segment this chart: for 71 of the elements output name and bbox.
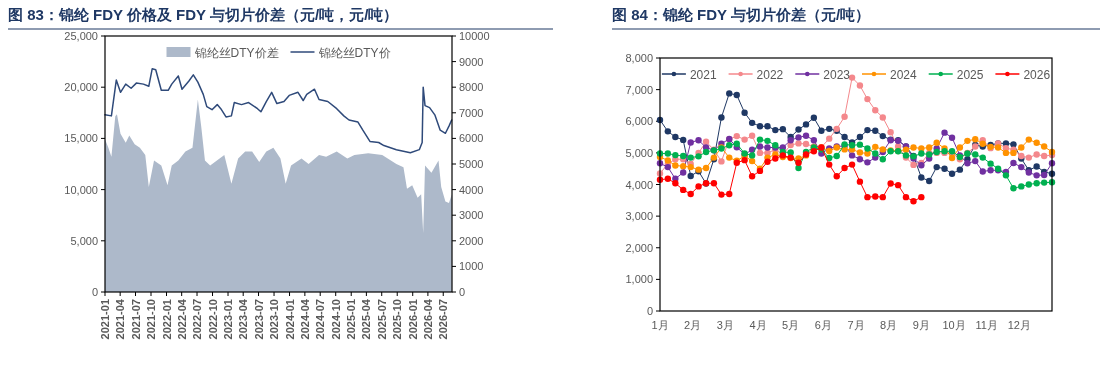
x-tick-label: 2022-07 [191, 299, 204, 340]
x-tick-label: 2025-10 [391, 299, 404, 340]
y-tick-label: 25,000 [64, 30, 98, 42]
y2-tick-label: 3000 [459, 209, 484, 222]
x-tick-label: 10月 [942, 319, 966, 331]
x-tick-label: 4月 [749, 319, 767, 331]
y-tick-label: 5,000 [625, 146, 653, 159]
x-tick-label: 2022-10 [206, 299, 219, 340]
x-tick-label: 2月 [684, 319, 702, 331]
y2-tick-label: 5000 [459, 158, 484, 170]
y-tick-label: 0 [646, 305, 653, 317]
x-tick-label: 2021-10 [145, 299, 158, 340]
x-tick-label: 12月 [1007, 319, 1031, 331]
x-tick-label: 2023-04 [237, 298, 250, 340]
y-tick-label: 10,000 [64, 183, 98, 196]
x-tick-label: 2021-01 [99, 299, 111, 340]
x-tick-label: 2024-04 [298, 298, 311, 340]
x-tick-label: 2021-07 [129, 299, 142, 340]
y-tick-label: 3,000 [625, 210, 653, 223]
x-tick-label: 5月 [782, 319, 800, 331]
x-tick-label: 3月 [716, 319, 734, 331]
chart-title: 图 83：锦纶 FDY 价格及 FDY 与切片价差（元/吨，元/吨） [8, 6, 399, 23]
y-tick-label: 8,000 [625, 52, 653, 64]
y2-tick-label: 0 [459, 286, 466, 298]
y2-tick-label: 10000 [459, 30, 490, 42]
x-tick-label: 2024-01 [283, 299, 296, 340]
x-tick-label: 6月 [814, 319, 832, 331]
x-tick-label: 7月 [847, 319, 865, 331]
y2-tick-label: 7000 [459, 106, 484, 119]
x-tick-label: 2022-01 [160, 299, 173, 340]
legend-label: 2021 [689, 67, 717, 82]
y2-tick-label: 8000 [459, 81, 484, 94]
y-tick-label: 4,000 [625, 178, 653, 191]
x-tick-label: 2025-04 [360, 298, 373, 340]
y-tick-label: 2,000 [625, 241, 653, 254]
y-tick-label: 6,000 [625, 115, 653, 128]
x-tick-label: 2026-07 [437, 299, 450, 340]
x-tick-label: 2023-07 [252, 299, 265, 340]
y-tick-label: 5,000 [70, 234, 98, 247]
y2-tick-label: 9000 [459, 55, 484, 68]
y2-tick-label: 1000 [459, 260, 484, 273]
x-tick-label: 8月 [880, 319, 898, 331]
x-tick-label: 1月 [651, 319, 669, 331]
legend-label: 2025 [956, 67, 984, 82]
y-tick-label: 7,000 [625, 83, 653, 96]
x-tick-label: 2025-07 [375, 299, 388, 340]
y2-tick-label: 6000 [459, 132, 484, 145]
y2-tick-label: 4000 [459, 183, 484, 196]
y-tick-label: 0 [91, 286, 98, 298]
legend-label: 2026 [1023, 67, 1051, 82]
chart-title: 图 84：锦纶 FDY 与切片价差（元/吨） [612, 6, 871, 23]
legend-label: 2024 [890, 67, 918, 82]
x-tick-label: 11月 [975, 319, 998, 331]
x-tick-label: 9月 [912, 319, 930, 331]
x-tick-label: 2024-07 [314, 299, 327, 340]
x-tick-label: 2023-01 [222, 299, 235, 340]
legend-label: 锦纶丝DTY价差 [193, 45, 279, 60]
x-tick-label: 2022-04 [175, 298, 188, 340]
x-tick-label: 2025-01 [345, 299, 358, 340]
y-tick-label: 15,000 [64, 132, 98, 145]
x-tick-label: 2024-10 [329, 299, 342, 340]
y-tick-label: 20,000 [64, 81, 98, 94]
x-tick-label: 2023-10 [268, 299, 281, 340]
legend-label: 2022 [756, 67, 784, 82]
x-tick-label: 2026-01 [406, 299, 419, 340]
y-tick-label: 1,000 [625, 273, 653, 286]
legend-label: 2023 [823, 67, 851, 82]
legend-label: 锦纶丝DTY价 [317, 45, 391, 60]
y2-tick-label: 2000 [459, 234, 484, 247]
x-tick-label: 2021-04 [114, 298, 127, 340]
x-tick-label: 2026-04 [421, 298, 434, 340]
